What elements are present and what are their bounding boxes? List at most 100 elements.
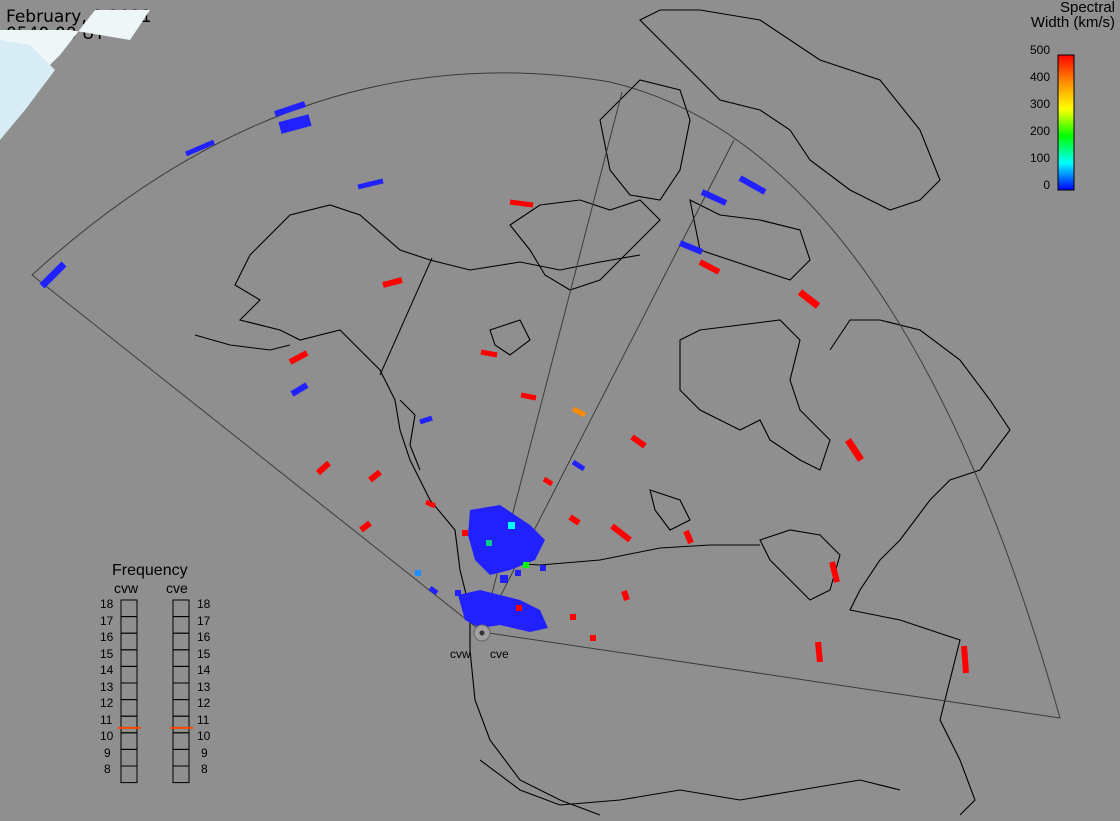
frequency-box-cve (172, 665, 190, 684)
scatter-cell (590, 635, 596, 641)
scatter-cell (382, 277, 403, 288)
frequency-scale-boxes (120, 599, 190, 784)
frequency-tick: 17 (197, 614, 211, 628)
frequency-tick: 11 (100, 713, 113, 727)
frequency-tick: 15 (100, 647, 114, 661)
gulf-coast (479, 759, 901, 806)
fov-outline (31, 72, 1061, 719)
scatter-cell (486, 540, 492, 546)
scatter-cell (845, 438, 864, 462)
frequency-box-cve (172, 715, 190, 734)
frequency-box-cve (172, 765, 190, 784)
frequency-tick: 12 (197, 696, 211, 710)
scatter-cell (700, 189, 728, 206)
scatter-cell (424, 499, 437, 509)
frequency-label-cvw: cvw (114, 580, 139, 596)
colorbar-tick: 400 (1030, 70, 1050, 84)
frequency-box-cve (172, 699, 190, 717)
alaska-border (379, 257, 433, 376)
aleutian-chain (194, 334, 291, 351)
colorbar-tick: 500 (1030, 43, 1050, 57)
great-lakes (759, 529, 841, 601)
frequency-scale-right: 18 17 16 15 14 13 12 11 10 9 8 (197, 597, 211, 776)
frequency-tick: 8 (201, 762, 208, 776)
frequency-tick: 9 (201, 746, 208, 760)
scatter-cell (290, 382, 309, 397)
fov-boundary (31, 72, 1061, 719)
frequency-tick: 18 (197, 597, 211, 611)
scatter-cell (455, 590, 461, 596)
scatter-cell (961, 645, 969, 674)
scatter-cell (698, 259, 721, 275)
scatter-cell (678, 240, 704, 255)
scatter-cell (683, 529, 694, 545)
scatter-cell (797, 289, 821, 309)
coastlines (194, 9, 1011, 816)
arctic-island-ellesmere (599, 79, 691, 201)
scatter-cell (368, 469, 382, 483)
frequency-tick: 11 (197, 713, 210, 727)
scatter-cell (571, 406, 587, 418)
bc-islands (399, 399, 421, 471)
scatter-cell (571, 459, 586, 472)
frequency-tick: 16 (197, 630, 211, 644)
frequency-panel: Frequency cvw cve 18 17 16 15 14 13 12 1… (100, 562, 211, 784)
frequency-tick: 10 (100, 729, 114, 743)
us-canada-border (487, 544, 760, 566)
frequency-tick: 8 (104, 762, 111, 776)
west-coastline (234, 204, 641, 816)
frequency-box-cvw (120, 765, 138, 784)
frequency-box-cve (172, 682, 190, 701)
scatter-cell (516, 605, 522, 611)
sunlit-region (0, 10, 150, 140)
frequency-tick: 14 (197, 663, 211, 677)
frequency-tick: 16 (100, 630, 114, 644)
frequency-box-cve (172, 632, 190, 651)
scatter-cell (815, 641, 823, 663)
colorbar-tick: 200 (1030, 124, 1050, 138)
arctic-island-2 (489, 319, 531, 356)
greenland (639, 9, 941, 211)
scatter-cell (515, 570, 521, 576)
scatter-cell (520, 392, 537, 401)
scatter-cluster-near (455, 505, 548, 632)
colorbar-tick: 300 (1030, 97, 1050, 111)
frequency-box-cvw (120, 616, 138, 634)
frequency-box-cve (172, 599, 190, 618)
scatter-cell (315, 460, 332, 476)
frequency-box-cvw (120, 599, 138, 618)
scatter-cell (508, 522, 515, 529)
frequency-tick: 15 (197, 647, 211, 661)
frequency-scale-left: 18 17 16 15 14 13 12 11 10 9 8 (100, 597, 114, 776)
scatter-cluster-north (468, 505, 545, 575)
scatter-cell (570, 614, 576, 620)
frequency-tick: 13 (197, 680, 211, 694)
frequency-box-cvw (120, 649, 138, 667)
arctic-island-1 (509, 199, 661, 291)
scatter-cell (357, 178, 384, 190)
scatter-cluster-colored-cells (415, 522, 596, 641)
frequency-box-cve (172, 616, 190, 634)
scatter-cell (621, 590, 630, 601)
frequency-label-cve: cve (166, 580, 188, 596)
scatter-cell (540, 565, 546, 571)
scatter-cell (428, 585, 439, 596)
scatter-cell (568, 514, 581, 526)
scatter-cell (630, 434, 647, 449)
colorbar: 500 400 300 200 100 0 (1030, 43, 1075, 192)
colorbar-title-line1: Spectral (1059, 0, 1115, 16)
frequency-box-cvw (120, 699, 138, 717)
scatter-cell (288, 350, 309, 365)
frequency-tick: 17 (100, 614, 114, 628)
scatter-cell (509, 199, 534, 208)
scatter-cell (542, 476, 554, 487)
colorbar-gradient (1057, 54, 1075, 191)
scatter-cluster-south (458, 590, 548, 632)
colorbar-title: Spectral Width (km/s) (1031, 0, 1115, 30)
east-coastline (829, 319, 1011, 816)
scatter-cell (523, 562, 529, 568)
borders (379, 257, 760, 566)
baffin-island (689, 199, 811, 281)
